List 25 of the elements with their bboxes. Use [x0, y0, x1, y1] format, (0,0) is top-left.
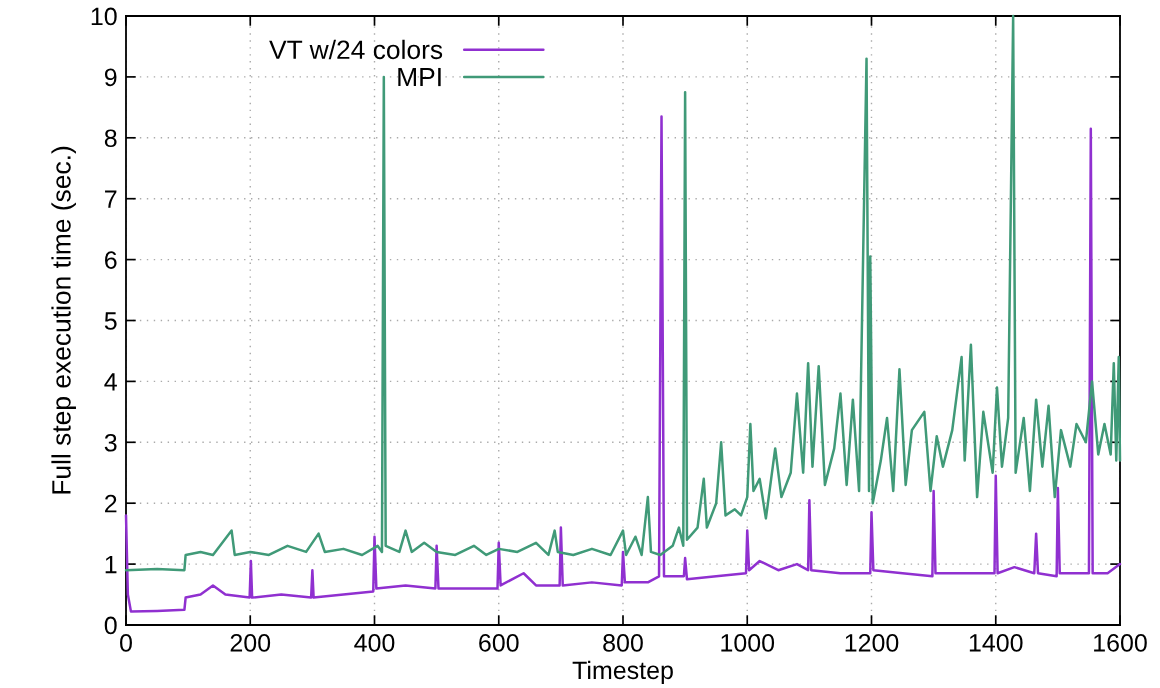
x-axis-title: Timestep	[572, 660, 673, 685]
x-tick-label: 1600	[1094, 633, 1147, 652]
x-tick-label: 600	[479, 633, 519, 652]
x-tick-label: 1000	[721, 633, 775, 652]
y-tick-label: 5	[104, 312, 117, 330]
x-tick-label: 200	[230, 633, 271, 652]
y-tick-label: 8	[104, 129, 117, 148]
x-tick-label: 800	[603, 633, 643, 652]
y-tick-label: 4	[104, 373, 117, 391]
y-tick-label: 2	[105, 494, 117, 513]
legend-label: VT w/24 colors	[269, 39, 443, 60]
x-tick-label: 0	[120, 633, 132, 652]
y-tick-label: 6	[105, 251, 117, 269]
y-tick-label: 0	[104, 616, 117, 635]
x-tick-label: 1200	[845, 633, 899, 652]
line-series	[124, 115, 1122, 613]
y-tick-label: 9	[104, 68, 117, 87]
y-tick-label: 1	[105, 555, 117, 574]
y-axis-title: Full step execution time (sec.)	[51, 146, 76, 494]
x-tick-label: 400	[354, 633, 395, 652]
y-tick-label: 7	[105, 190, 117, 208]
x-tick-label: 1400	[969, 633, 1023, 652]
y-tick-label: 10	[91, 7, 117, 26]
y-tick-label: 3	[104, 433, 117, 452]
legend-label: MPI	[398, 67, 441, 87]
